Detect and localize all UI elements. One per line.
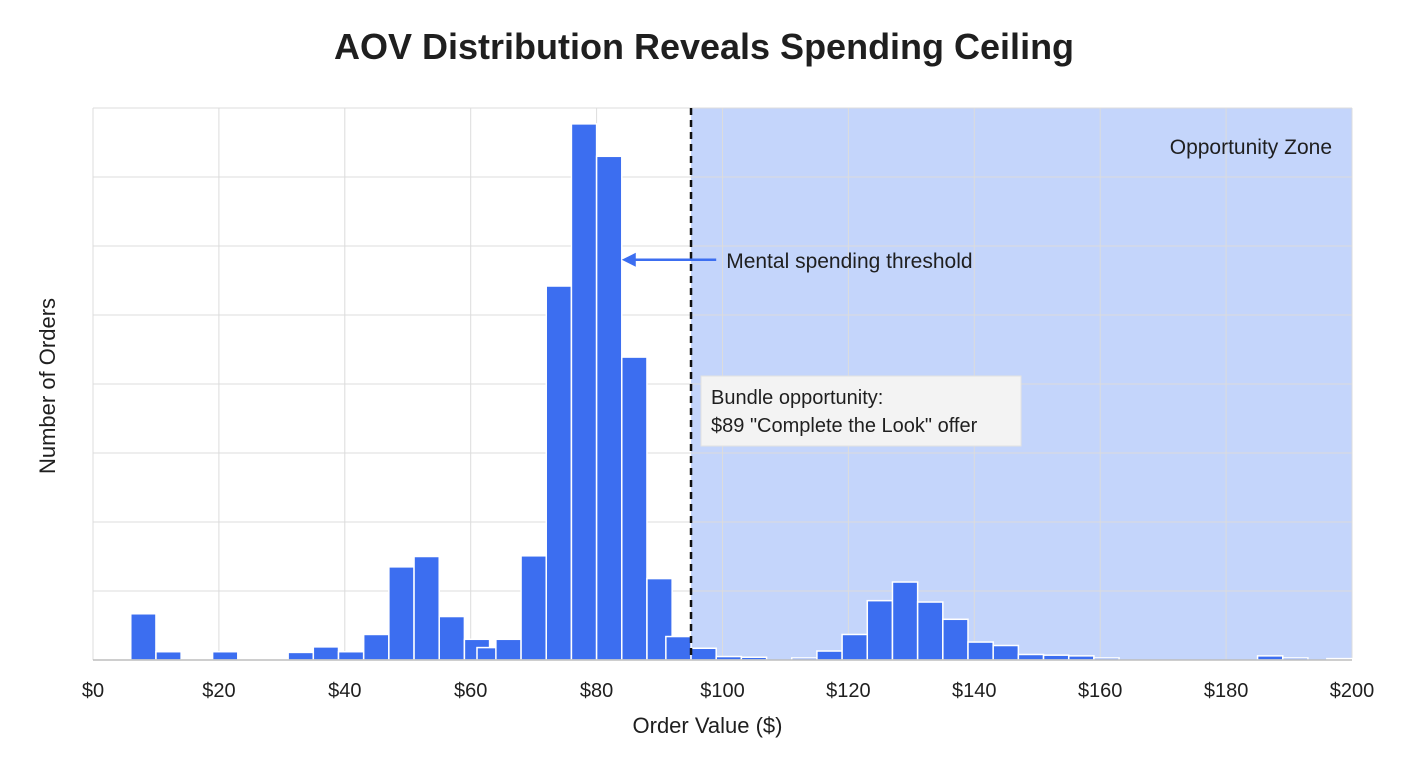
histogram-bar xyxy=(1017,653,1045,661)
histogram-bar xyxy=(967,641,994,661)
histogram-bar xyxy=(495,638,522,661)
x-tick-label: $120 xyxy=(826,680,871,702)
histogram-bar xyxy=(816,650,843,661)
histogram-bar xyxy=(287,651,315,661)
histogram-bar xyxy=(130,613,157,661)
histogram-bar xyxy=(665,635,692,661)
histogram-bar xyxy=(992,644,1020,661)
histogram-bar xyxy=(690,647,717,661)
x-axis-label: Order Value ($) xyxy=(633,713,783,738)
x-tick-label: $80 xyxy=(580,680,613,702)
x-tick-label: $60 xyxy=(454,680,487,702)
x-tick-label: $140 xyxy=(952,680,997,702)
histogram-bar xyxy=(841,633,869,661)
x-tick-label: $20 xyxy=(202,680,235,702)
histogram-bar xyxy=(388,566,415,661)
histogram-bar xyxy=(362,633,390,661)
x-tick-label: $0 xyxy=(82,680,104,702)
histogram-bar xyxy=(155,650,182,661)
histogram-bar xyxy=(438,615,466,661)
histogram-bar xyxy=(621,356,648,661)
opportunity-zone-label: Opportunity Zone xyxy=(1170,136,1332,159)
histogram-bar xyxy=(595,155,623,661)
histogram-bar xyxy=(942,618,969,661)
histogram-bar xyxy=(337,650,365,661)
bundle-annotation-line2: $89 "Complete the Look" offer xyxy=(711,415,978,437)
x-tick-label: $100 xyxy=(700,680,745,702)
histogram-bar xyxy=(916,601,944,661)
threshold-arrow-head xyxy=(621,252,636,267)
y-axis-label: Number of Orders xyxy=(35,298,60,474)
histogram-bar xyxy=(520,555,547,661)
gridlines xyxy=(92,107,1353,661)
x-tick-label: $200 xyxy=(1330,680,1375,702)
x-tick-labels: $0 $20 $40 $60 $80 $100 $120 $140 $160 $180 $200 xyxy=(82,680,1374,702)
histogram-bar xyxy=(413,555,440,661)
chart-title: AOV Distribution Reveals Spending Ceilin… xyxy=(333,26,1075,67)
x-tick-label: $160 xyxy=(1078,680,1123,702)
bundle-annotation-line1: Bundle opportunity: xyxy=(711,387,883,409)
bundle-annotation-box xyxy=(700,375,1022,447)
histogram-bar xyxy=(545,285,573,661)
x-tick-label: $40 xyxy=(328,680,361,702)
histogram-bar xyxy=(891,581,919,661)
threshold-annotation: Mental spending threshold xyxy=(726,250,972,273)
histogram-bar xyxy=(211,650,239,661)
histogram-bar xyxy=(312,646,340,661)
histogram-bar xyxy=(570,123,598,661)
histogram-bar xyxy=(866,599,894,661)
x-tick-label: $180 xyxy=(1204,680,1249,702)
